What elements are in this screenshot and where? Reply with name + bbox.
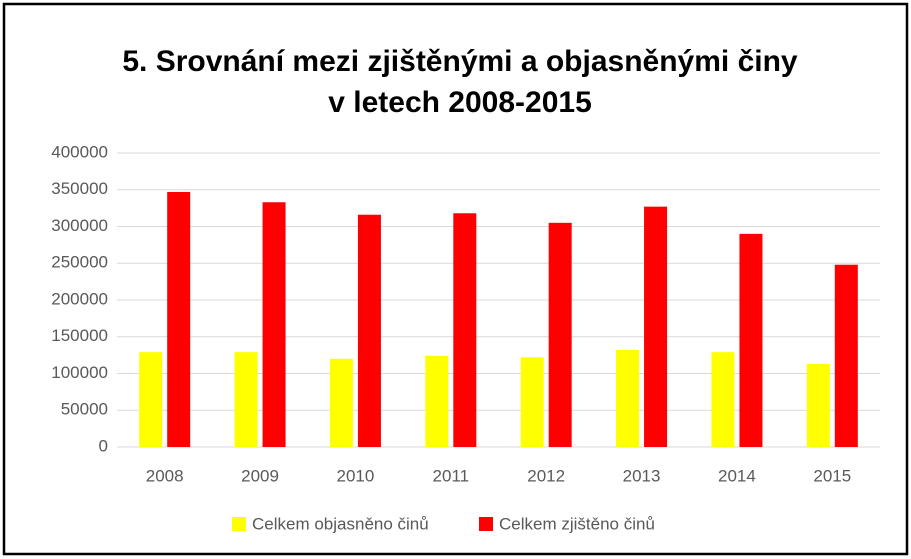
x-tick-label: 2011 — [433, 466, 470, 485]
bar — [616, 349, 640, 447]
y-tick-label: 350000 — [51, 179, 108, 198]
bar — [520, 357, 544, 447]
x-tick-label: 2013 — [623, 466, 661, 485]
legend-label: Celkem objasněno činů — [252, 514, 429, 533]
bar — [711, 352, 735, 447]
y-tick-label: 150000 — [51, 326, 108, 345]
y-tick-label: 200000 — [51, 289, 108, 308]
x-tick-label: 2015 — [813, 466, 851, 485]
y-tick-label: 100000 — [51, 363, 108, 382]
bar — [139, 352, 163, 447]
bar — [548, 222, 572, 447]
chart-title: v letech 2008-2015 — [328, 86, 592, 119]
bar — [806, 363, 830, 447]
legend-swatch — [479, 517, 493, 531]
y-tick-label: 250000 — [51, 253, 108, 272]
bar — [425, 355, 449, 447]
x-tick-label: 2008 — [146, 466, 184, 485]
bar — [834, 264, 858, 447]
bar — [329, 358, 353, 447]
x-tick-label: 2009 — [241, 466, 279, 485]
chart-title: 5. Srovnání mezi zjištěnými a objasněným… — [122, 45, 798, 78]
bar — [739, 233, 763, 447]
bar — [167, 191, 191, 447]
x-tick-label: 2014 — [718, 466, 756, 485]
x-tick-label: 2010 — [337, 466, 375, 485]
legend-swatch — [232, 517, 246, 531]
y-tick-label: 50000 — [61, 400, 108, 419]
bar — [262, 202, 286, 447]
y-tick-label: 400000 — [51, 142, 108, 161]
bar — [453, 213, 477, 447]
bar — [234, 352, 258, 447]
bar — [357, 214, 381, 447]
legend-label: Celkem zjištěno činů — [499, 514, 655, 533]
bar — [644, 206, 668, 447]
y-tick-label: 300000 — [51, 216, 108, 235]
x-tick-label: 2012 — [527, 466, 565, 485]
y-tick-label: 0 — [99, 436, 108, 455]
